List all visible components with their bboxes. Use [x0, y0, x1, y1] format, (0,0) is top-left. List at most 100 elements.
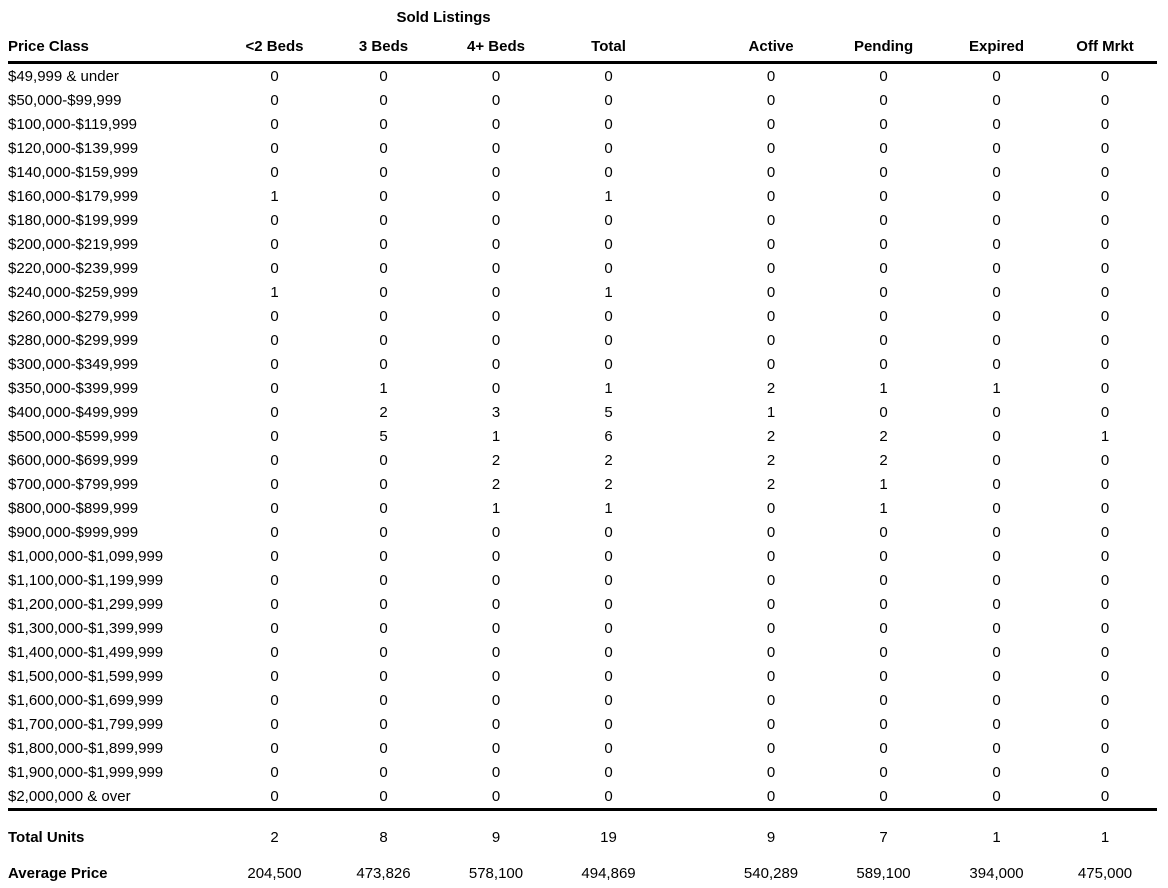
table-row: $220,000-$239,999 0 0 0 0 0 0 0 0: [8, 256, 1157, 280]
table-row: $600,000-$699,999 0 0 2 2 2 2 0 0: [8, 448, 1157, 472]
table-row: $1,300,000-$1,399,999 0 0 0 0 0 0 0 0: [8, 616, 1157, 640]
table-row: $2,000,000 & over 0 0 0 0 0 0 0 0: [8, 784, 1158, 811]
value-cell: 0: [879, 211, 888, 229]
value-cell: 0: [491, 571, 501, 589]
table-row: $240,000-$259,999 1 0 0 1 0 0 0 0: [8, 280, 1157, 304]
value-cell: 0: [604, 571, 613, 589]
value-cell: 0: [604, 163, 613, 181]
value-cell: 0: [604, 691, 613, 709]
value-cell: 0: [992, 571, 1001, 589]
column-header-off-mrkt: Off Mrkt: [1053, 29, 1158, 64]
value-cell: 0: [879, 67, 888, 85]
value-cell: 0: [1100, 91, 1110, 109]
table-row: $500,000-$599,999 0 5 1 6 2 2 0 1: [8, 424, 1157, 448]
column-gap: [665, 712, 715, 736]
value-cell: 0: [379, 187, 388, 205]
table-row: $1,200,000-$1,299,999 0 0 0 0 0 0 0 0: [8, 592, 1157, 616]
value-cell: 0: [604, 523, 613, 541]
value-cell: 0: [715, 784, 828, 811]
column-header-row: Price Class <2 Beds 3 Beds 4+ Beds Total…: [8, 29, 1158, 64]
total-units-label: Total Units: [8, 828, 85, 846]
value-cell: 0: [379, 355, 388, 373]
value-cell: 0: [604, 259, 613, 277]
total-units-value: 19: [600, 828, 617, 846]
value-cell: 0: [270, 499, 279, 517]
value-cell: 0: [379, 91, 388, 109]
value-cell: 0: [222, 784, 327, 811]
value-cell: 0: [379, 547, 388, 565]
table-row: $1,400,000-$1,499,999 0 0 0 0 0 0 0 0: [8, 640, 1157, 664]
value-cell: 0: [604, 595, 613, 613]
value-cell: 1: [270, 283, 279, 301]
average-price-value: 494,869: [581, 864, 636, 882]
value-cell: 0: [879, 115, 888, 133]
value-cell: 3: [491, 403, 501, 421]
value-cell: 0: [491, 715, 501, 733]
value-cell: 0: [270, 139, 279, 157]
value-cell: 0: [992, 691, 1001, 709]
value-cell: 0: [1100, 235, 1110, 253]
value-cell: 0: [992, 763, 1001, 781]
value-cell: 0: [491, 283, 501, 301]
column-gap: [665, 63, 715, 89]
column-gap: [665, 520, 715, 544]
value-cell: 0: [270, 763, 279, 781]
value-cell: 0: [766, 643, 776, 661]
value-cell: 0: [992, 115, 1001, 133]
price-class-cell: $900,000-$999,999: [8, 523, 139, 541]
column-gap: [665, 688, 715, 712]
column-gap: [665, 400, 715, 424]
table-row: $260,000-$279,999 0 0 0 0 0 0 0 0: [8, 304, 1157, 328]
value-cell: 0: [766, 307, 776, 325]
value-cell: 0: [879, 331, 888, 349]
value-cell: 0: [604, 547, 613, 565]
column-gap: [665, 448, 715, 472]
value-cell: 1: [379, 379, 388, 397]
value-cell: 0: [270, 595, 279, 613]
average-price-value: 589,100: [856, 864, 911, 882]
value-cell: 0: [992, 355, 1001, 373]
value-cell: 0: [491, 355, 501, 373]
value-cell: 0: [270, 379, 279, 397]
value-cell: 0: [379, 211, 388, 229]
value-cell: 0: [766, 259, 776, 277]
value-cell: 0: [604, 115, 613, 133]
value-cell: 0: [379, 619, 388, 637]
table-row: $160,000-$179,999 1 0 0 1 0 0 0 0: [8, 184, 1157, 208]
price-class-cell: $350,000-$399,999: [8, 379, 139, 397]
value-cell: 0: [766, 139, 776, 157]
table-row: $1,600,000-$1,699,999 0 0 0 0 0 0 0 0: [8, 688, 1157, 712]
value-cell: 0: [1100, 187, 1110, 205]
value-cell: 0: [879, 571, 888, 589]
column-header-active: Active: [715, 29, 828, 64]
value-cell: 0: [270, 547, 279, 565]
value-cell: 0: [604, 355, 613, 373]
table-row: $400,000-$499,999 0 2 3 5 1 0 0 0: [8, 400, 1157, 424]
value-cell: 0: [992, 403, 1001, 421]
table-row: $200,000-$219,999 0 0 0 0 0 0 0 0: [8, 232, 1157, 256]
value-cell: 2: [879, 427, 888, 445]
price-class-cell: $50,000-$99,999: [8, 91, 122, 109]
value-cell: 2: [766, 379, 776, 397]
value-cell: 0: [766, 355, 776, 373]
column-gap: [665, 664, 715, 688]
value-cell: 0: [992, 139, 1001, 157]
value-cell: 0: [270, 91, 279, 109]
value-cell: 0: [604, 643, 613, 661]
price-class-cell: $600,000-$699,999: [8, 451, 139, 469]
value-cell: 0: [879, 91, 888, 109]
value-cell: 1: [491, 499, 501, 517]
value-cell: 1: [1100, 427, 1110, 445]
value-cell: 0: [1100, 739, 1110, 757]
value-cell: 0: [270, 427, 279, 445]
value-cell: 0: [491, 691, 501, 709]
value-cell: 0: [379, 235, 388, 253]
table-row: $800,000-$899,999 0 0 1 1 0 1 0 0: [8, 496, 1157, 520]
value-cell: 0: [270, 619, 279, 637]
column-gap: [665, 848, 715, 885]
value-cell: 0: [992, 427, 1001, 445]
price-class-cell: $800,000-$899,999: [8, 499, 139, 517]
value-cell: 0: [879, 187, 888, 205]
value-cell: 0: [940, 784, 1054, 811]
value-cell: 0: [379, 139, 388, 157]
